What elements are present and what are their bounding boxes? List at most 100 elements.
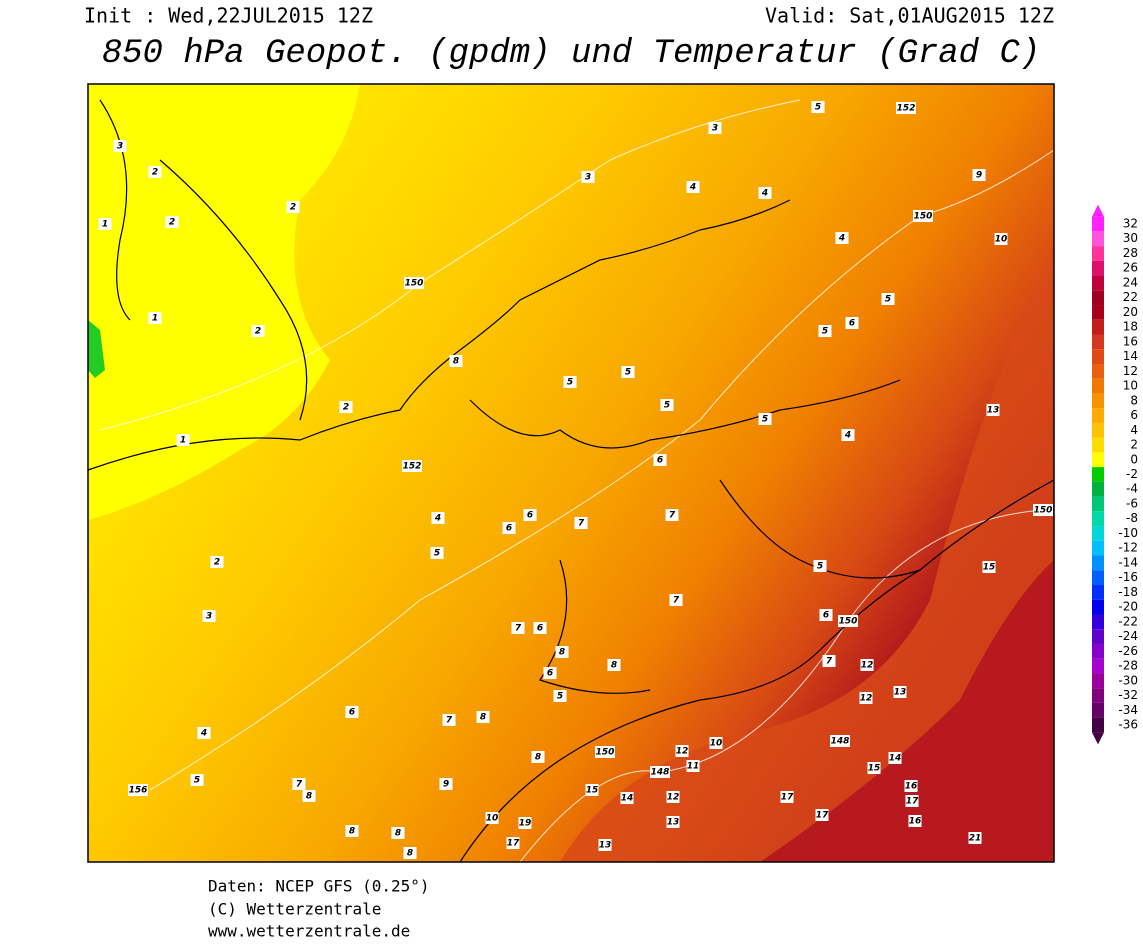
contour-label: 7: [673, 596, 680, 606]
label-box: [758, 413, 772, 425]
label-box: [476, 711, 490, 723]
label-box: [686, 181, 700, 193]
contour-label: 4: [844, 431, 851, 441]
colorbar-band: [1092, 319, 1104, 335]
colorbar-band: [1092, 496, 1104, 512]
label-box: [1033, 504, 1053, 516]
contour-label: 5: [194, 776, 200, 786]
label-box: [251, 325, 265, 337]
label-box: [202, 610, 216, 622]
colorbar-band: [1092, 555, 1104, 571]
colorbar-label: 16: [1123, 334, 1138, 348]
contour-label: 14: [621, 794, 634, 804]
colorbar-label: 6: [1130, 408, 1138, 422]
colorbar-band: [1092, 481, 1104, 497]
colorbar-label: -26: [1118, 644, 1138, 658]
contour-label: 5: [762, 415, 768, 425]
label-box: [758, 187, 772, 199]
label-box: [972, 169, 986, 181]
label-box: [982, 561, 996, 573]
label-box: [543, 667, 557, 679]
label-box: [905, 795, 919, 807]
label-box: [148, 166, 162, 178]
colorbar-label: -2: [1126, 467, 1138, 481]
label-box: [598, 839, 612, 851]
label-box: [574, 517, 588, 529]
colorbar-band: [1092, 349, 1104, 364]
colorbar-band: [1092, 216, 1104, 232]
label-box: [302, 790, 316, 802]
label-box: [449, 355, 463, 367]
contour-label: 150: [914, 212, 933, 222]
label-box: [994, 233, 1008, 245]
contour-label: 152: [897, 104, 916, 114]
contour-label: 152: [403, 462, 422, 472]
label-box: [286, 201, 300, 213]
label-box: [292, 778, 306, 790]
contour-label: 3: [117, 142, 123, 152]
colorbar-band: [1092, 673, 1104, 689]
contour-label: 148: [651, 768, 670, 778]
contour-label: 5: [567, 378, 573, 388]
colorbar: 32302826242220181614121086420-2-4-6-8-10…: [1092, 204, 1138, 745]
contour-label: 6: [527, 511, 533, 521]
colorbar-band: [1092, 570, 1104, 586]
contour-label: 16: [905, 782, 918, 792]
contour-label: 13: [667, 818, 680, 828]
contour-label: 16: [909, 817, 922, 827]
label-box: [165, 216, 179, 228]
label-box: [708, 122, 722, 134]
map: [87, 83, 1055, 863]
contour-label: 10: [710, 739, 723, 749]
label-box: [98, 218, 112, 230]
contour-label: 2: [290, 203, 296, 213]
colorbar-label: -6: [1126, 496, 1138, 510]
contour-label: 150: [839, 617, 858, 627]
contour-label: 9: [976, 171, 982, 181]
colorbar-label: -12: [1118, 541, 1138, 555]
label-box: [339, 401, 353, 413]
colorbar-band: [1092, 585, 1104, 600]
footer-url: www.wetterzentrale.de: [208, 922, 410, 941]
colorbar-label: -4: [1126, 482, 1138, 496]
contour-label: 150: [596, 748, 615, 758]
contour-label: 6: [547, 669, 553, 679]
label-box: [709, 737, 723, 749]
label-box: [595, 746, 615, 758]
contour-label: 17: [781, 793, 794, 803]
contour-label: 8: [306, 792, 312, 802]
contour-label: 17: [816, 811, 829, 821]
colorbar-band: [1092, 231, 1104, 247]
label-box: [896, 102, 916, 114]
footer-source: Daten: NCEP GFS (0.25°): [208, 877, 430, 896]
contour-label: 17: [906, 797, 919, 807]
label-box: [819, 609, 833, 621]
colorbar-band: [1092, 688, 1104, 703]
colorbar-label: -36: [1118, 718, 1138, 732]
colorbar-label: -16: [1118, 570, 1138, 584]
colorbar-label: -24: [1118, 629, 1138, 643]
contour-label: 13: [599, 841, 612, 851]
contour-label: 6: [849, 319, 855, 329]
contour-label: 150: [405, 279, 424, 289]
contour-label: 8: [395, 829, 401, 839]
contour-label: 11: [687, 762, 700, 772]
label-box: [830, 735, 850, 747]
contour-label: 7: [446, 716, 453, 726]
label-box: [403, 847, 417, 859]
label-box: [867, 762, 881, 774]
label-box: [986, 404, 1000, 416]
border: [469, 379, 901, 449]
label-box: [845, 317, 859, 329]
contour-label: 1: [180, 436, 186, 446]
label-box: [430, 547, 444, 559]
contour-label: 3: [712, 124, 718, 134]
label-box: [128, 784, 148, 796]
contour-label: 9: [443, 780, 449, 790]
colorbar-label: 2: [1130, 438, 1138, 452]
contour-label: 4: [689, 183, 696, 193]
label-box: [502, 522, 516, 534]
label-box: [210, 556, 224, 568]
label-box: [581, 171, 595, 183]
colorbar-label: -14: [1118, 555, 1138, 569]
